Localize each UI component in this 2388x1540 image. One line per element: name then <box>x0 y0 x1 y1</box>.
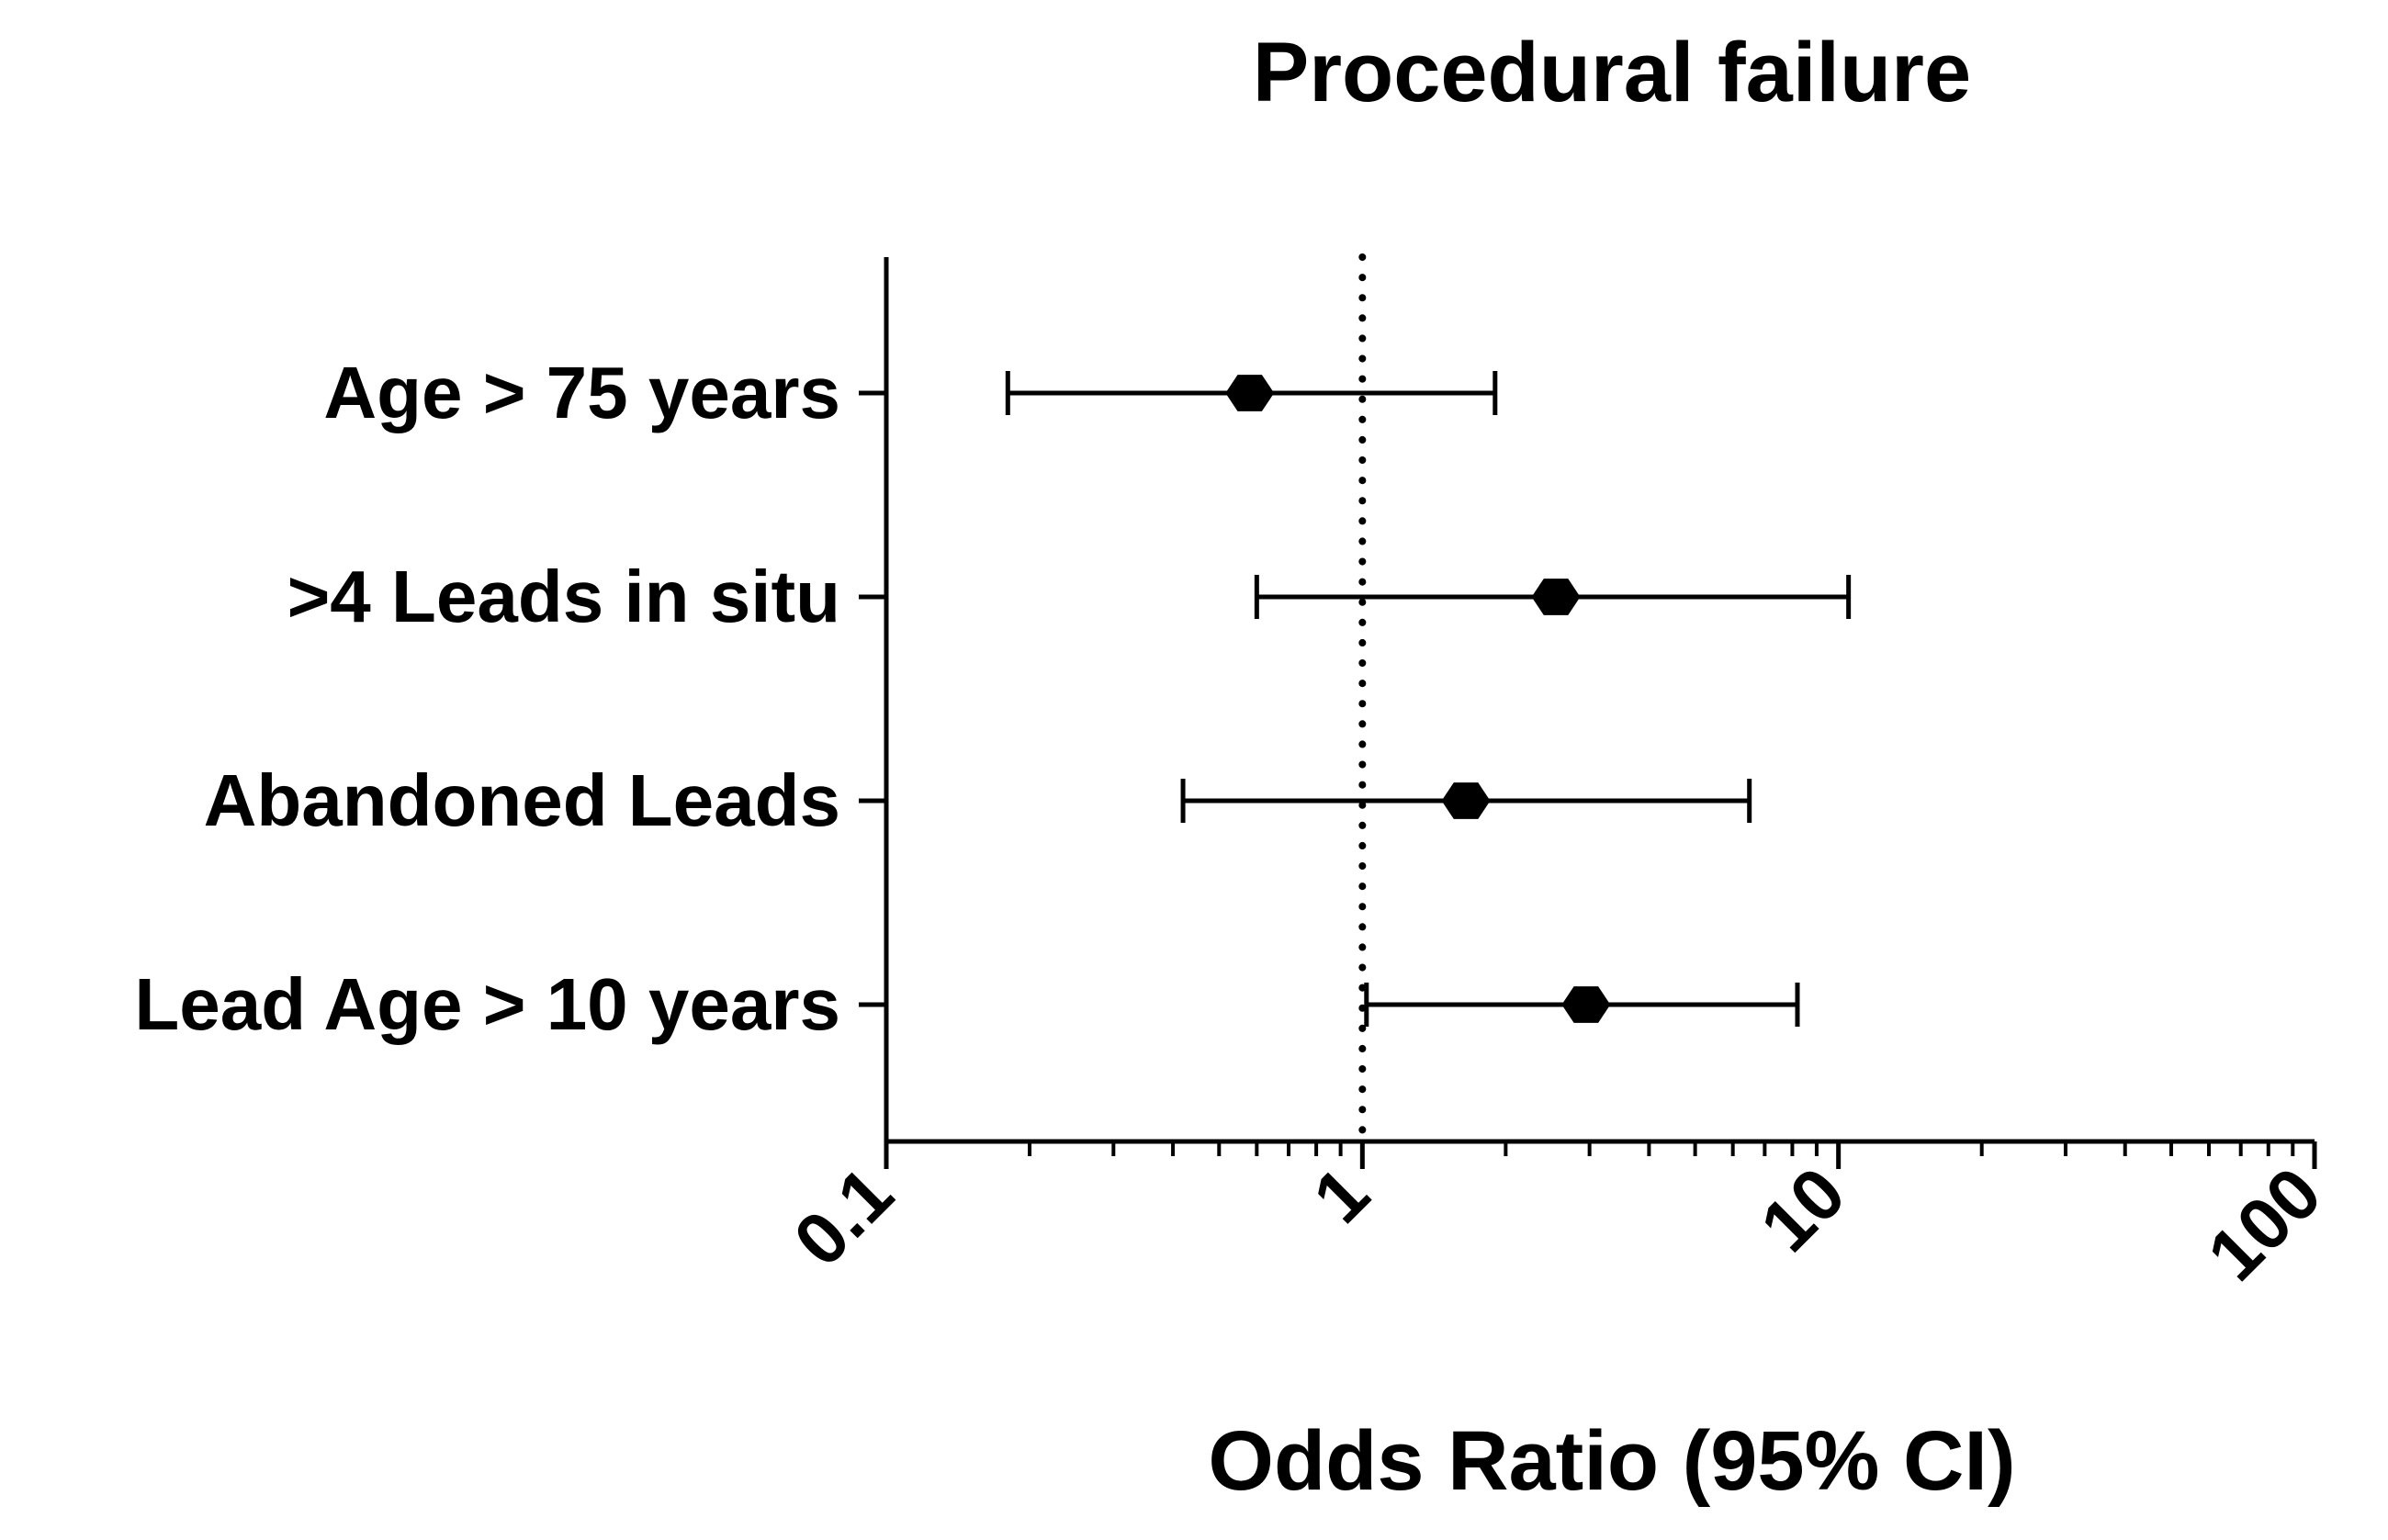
chart-title: Procedural failure <box>1253 26 1971 119</box>
x-tick-label: 10 <box>1745 1152 1861 1267</box>
y-category-label: Lead Age > 10 years <box>134 963 840 1045</box>
x-axis-label: Odds Ratio (95% CI) <box>1208 1414 2015 1508</box>
x-tick-label: 0.1 <box>778 1152 908 1282</box>
y-category-label: Age > 75 years <box>323 352 840 433</box>
estimate-marker <box>1561 986 1611 1023</box>
plot-area: 0.1 1 10 100 Age > 75 years >4 Leads in situ A… <box>134 253 2337 1296</box>
y-category-label: >4 Leads in situ <box>287 556 840 637</box>
estimate-marker <box>1225 375 1275 411</box>
y-category-label: Abandoned Leads <box>204 759 840 841</box>
x-tick-label: 1 <box>1298 1152 1384 1238</box>
estimate-marker <box>1441 782 1491 819</box>
estimate-marker <box>1531 579 1581 615</box>
x-tick-label: 100 <box>2192 1152 2337 1296</box>
